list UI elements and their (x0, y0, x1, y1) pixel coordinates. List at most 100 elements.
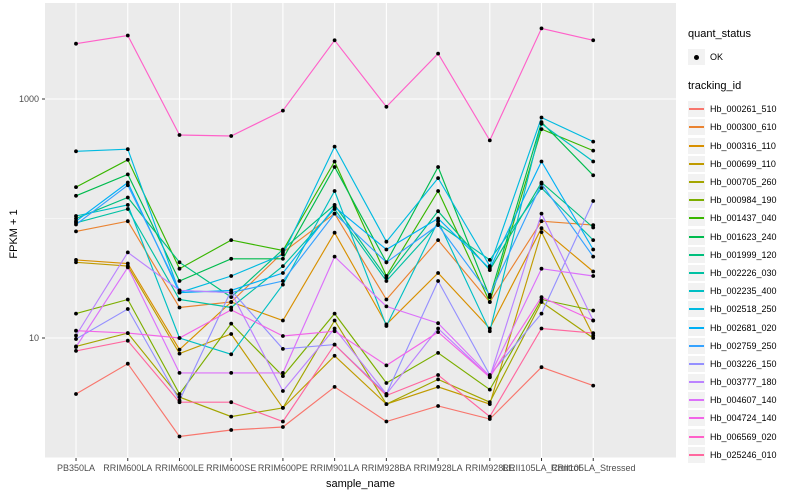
data-point (539, 115, 544, 120)
data-point (436, 373, 440, 377)
legend-quant-status-block: quant_status OK (688, 28, 800, 66)
legend-label: Hb_000705_260 (710, 177, 777, 188)
data-point (591, 336, 596, 340)
data-point (539, 159, 544, 164)
data-point (487, 258, 492, 262)
data-point (436, 209, 440, 214)
data-point (436, 189, 440, 193)
data-point (281, 252, 285, 257)
legend-key-swatch (688, 283, 705, 300)
x-tick-label: RRIM600PE (258, 463, 308, 473)
legend-label: Hb_001999_120 (710, 249, 777, 260)
data-point (436, 385, 440, 389)
data-point (384, 324, 389, 328)
data-point (487, 292, 492, 297)
data-point (229, 308, 234, 312)
data-point (125, 183, 130, 188)
legend-label: Hb_002759_250 (710, 340, 777, 351)
data-point (177, 351, 182, 356)
x-tick-label: RRIM600LA (103, 463, 152, 473)
legend-label: Hb_000984_190 (710, 195, 777, 206)
data-point (591, 139, 596, 144)
data-point (125, 361, 130, 366)
legend-item-ok: OK (688, 48, 800, 66)
x-tick-label: RRIM928BA (361, 463, 411, 473)
x-tick-label: RRIM928LE (465, 463, 514, 473)
data-point (332, 189, 337, 193)
data-point (487, 264, 492, 268)
legend-key-swatch (688, 264, 705, 281)
data-point (281, 318, 285, 323)
legend-tracking-items: Hb_000261_510 Hb_000300_610 Hb_000316_110 H… (688, 100, 800, 464)
x-tick-label: RRIM928LA (414, 463, 463, 473)
data-point (591, 383, 596, 388)
legend-color-line-icon (689, 253, 704, 256)
data-point (125, 338, 130, 343)
legend-quant-status-title: quant_status (688, 28, 751, 40)
data-point (229, 274, 234, 278)
legend-color-line-icon (689, 235, 704, 238)
data-point (539, 26, 544, 31)
data-point (125, 219, 130, 224)
legend-item-Hb_002681_020: Hb_002681_020 (688, 318, 800, 336)
legend-key-swatch (688, 137, 705, 154)
legend-label-ok: OK (710, 52, 724, 63)
data-point (591, 318, 596, 323)
legend-item-Hb_001999_120: Hb_001999_120 (688, 246, 800, 264)
data-point (177, 395, 182, 399)
data-point (229, 371, 234, 375)
data-point (74, 222, 78, 227)
data-point (229, 400, 234, 405)
data-point (591, 225, 596, 230)
legend-item-Hb_002759_250: Hb_002759_250 (688, 337, 800, 355)
data-point (125, 261, 130, 266)
data-point (281, 347, 285, 351)
legend-tracking-title: tracking_id (688, 80, 742, 93)
data-point (539, 226, 544, 231)
data-point (436, 279, 440, 283)
ok-point-icon (694, 55, 699, 61)
legend-label: Hb_002226_030 (710, 267, 777, 278)
legend-item-Hb_000300_610: Hb_000300_610 (688, 118, 800, 136)
data-point (539, 219, 544, 224)
data-point (229, 256, 234, 261)
data-point (332, 38, 337, 43)
data-point (74, 214, 78, 218)
data-point (591, 238, 596, 243)
data-point (487, 138, 492, 143)
data-point (281, 264, 285, 268)
data-point (229, 321, 234, 326)
legend-label: Hb_000316_110 (710, 140, 776, 151)
data-point (125, 33, 130, 38)
legend-item-Hb_004607_140: Hb_004607_140 (688, 391, 800, 409)
legend-key-swatch (688, 228, 705, 245)
data-point (332, 353, 337, 358)
data-point (332, 230, 337, 235)
legend-color-line-icon (689, 108, 704, 111)
data-point (436, 165, 440, 169)
y-axis-title: FPKM + 1 (8, 209, 20, 259)
data-point (384, 419, 389, 424)
legend-item-Hb_025246_010: Hb_025246_010 (688, 446, 800, 464)
legend-key-swatch (688, 119, 705, 136)
legend-color-line-icon (689, 126, 704, 129)
data-point (591, 38, 596, 43)
legend-key-ok (688, 49, 705, 66)
data-point (436, 321, 440, 326)
data-point (384, 363, 389, 368)
data-point (436, 219, 440, 224)
data-point (487, 266, 492, 271)
data-point (177, 133, 182, 137)
data-point (74, 260, 78, 265)
data-point (332, 144, 337, 149)
data-point (229, 352, 234, 357)
data-point (281, 282, 285, 287)
legend-key-swatch (688, 192, 705, 209)
data-point (332, 385, 337, 389)
data-point (332, 165, 337, 169)
data-point (539, 230, 544, 235)
data-point (384, 239, 389, 244)
data-point (436, 176, 440, 181)
data-point (487, 326, 492, 331)
legend-color-line-icon (689, 199, 704, 202)
